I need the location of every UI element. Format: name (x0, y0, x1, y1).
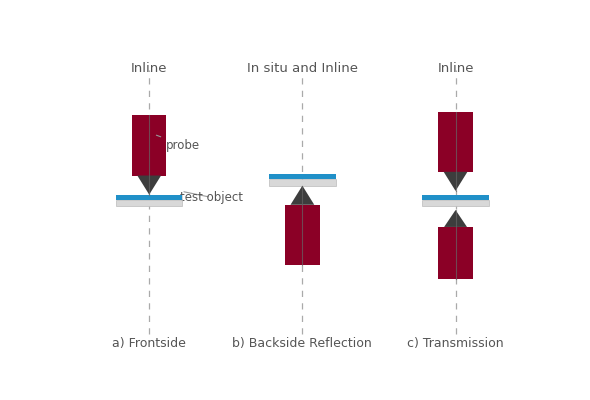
Text: In situ and Inline: In situ and Inline (247, 62, 358, 75)
Bar (422, 195, 489, 200)
Polygon shape (137, 176, 161, 195)
Bar (285, 205, 320, 265)
Bar (116, 200, 182, 206)
Text: Inline: Inline (437, 62, 474, 75)
Text: a) Frontside: a) Frontside (112, 337, 186, 350)
Bar (438, 227, 473, 279)
Text: c) Transmission: c) Transmission (407, 337, 504, 350)
Bar (269, 179, 336, 186)
Text: test object: test object (180, 191, 243, 204)
Text: Inline: Inline (131, 62, 168, 75)
Bar (438, 112, 473, 172)
Text: probe: probe (156, 135, 200, 152)
Text: b) Backside Reflection: b) Backside Reflection (232, 337, 372, 350)
Bar (422, 200, 489, 206)
Polygon shape (290, 186, 314, 205)
Polygon shape (444, 172, 467, 191)
Bar (116, 195, 182, 200)
Bar (132, 116, 166, 176)
Polygon shape (444, 210, 467, 227)
Bar (269, 174, 336, 179)
